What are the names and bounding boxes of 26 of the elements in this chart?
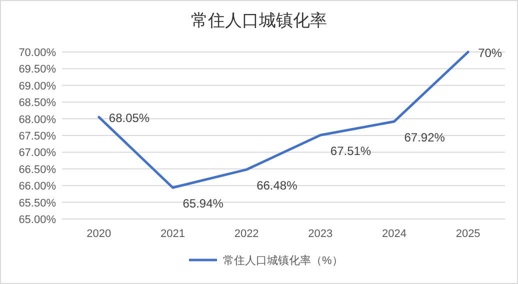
y-tick-label: 66.50% xyxy=(18,164,56,176)
y-tick-label: 70.00% xyxy=(18,47,56,59)
y-tick-label: 65.50% xyxy=(18,197,56,210)
y-tick-label: 67.50% xyxy=(18,130,56,142)
x-tick-label: 2024 xyxy=(382,228,406,240)
data-label: 65.94% xyxy=(182,196,224,211)
x-tick-label: 2021 xyxy=(160,228,185,240)
legend-label: 常住人口城镇化率（%） xyxy=(223,254,343,267)
y-tick-label: 65.00% xyxy=(18,214,56,226)
data-label: 68.05% xyxy=(108,111,150,126)
chart-title: 常住人口城镇化率 xyxy=(191,11,327,30)
data-label: 67.51% xyxy=(330,144,372,158)
y-tick-label: 69.50% xyxy=(18,64,56,76)
y-tick-label: 68.00% xyxy=(18,114,56,126)
x-tick-label: 2022 xyxy=(234,228,259,240)
x-tick-label: 2025 xyxy=(456,228,480,240)
x-tick-label: 2020 xyxy=(86,228,112,240)
y-tick-label: 66.00% xyxy=(18,180,56,193)
y-tick-label: 69.00% xyxy=(18,80,56,92)
x-tick-label: 2023 xyxy=(308,228,333,240)
data-label: 70% xyxy=(478,46,502,60)
data-label: 66.48% xyxy=(256,178,298,193)
data-label: 67.92% xyxy=(404,130,446,144)
line-series xyxy=(98,50,470,189)
y-tick-label: 67.00% xyxy=(18,147,56,160)
y-tick-label: 68.50% xyxy=(18,97,56,110)
